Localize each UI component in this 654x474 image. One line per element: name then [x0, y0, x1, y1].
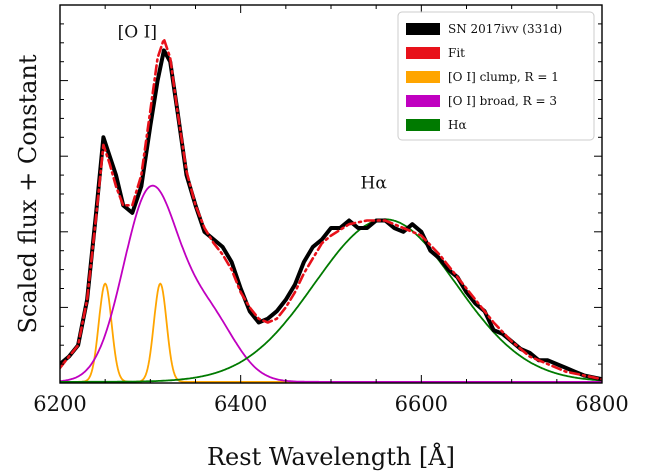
halpha-annotation: Hα [361, 174, 388, 194]
legend-swatch [406, 95, 440, 107]
legend-label: Fit [448, 46, 465, 60]
x-tick-label: 6800 [575, 392, 628, 416]
oi-annotation: [O I] [118, 22, 157, 42]
legend-label: SN 2017ivv (331d) [448, 22, 562, 36]
legend-label: Hα [448, 118, 467, 132]
legend-box [397, 11, 595, 141]
legend: SN 2017ivv (331d) Fit [O I] clump, R = 1 [O… [397, 11, 595, 141]
legend-swatch [406, 47, 440, 59]
x-axis-label: Rest Wavelength [Å] [207, 442, 455, 471]
fit-line [60, 37, 602, 381]
legend-label: [O I] broad, R = 3 [448, 94, 557, 108]
legend-swatch [406, 119, 440, 131]
legend-swatch [406, 23, 440, 35]
x-tick-label: 6200 [33, 392, 86, 416]
ticks-layer: 6200 6400 6600 6800 [33, 4, 629, 416]
x-tick-label: 6400 [214, 392, 267, 416]
y-axis-label: Scaled flux + Constant [14, 54, 42, 333]
legend-swatch [406, 71, 440, 83]
legend-label: [O I] clump, R = 1 [448, 70, 559, 84]
x-tick-label: 6600 [395, 392, 448, 416]
